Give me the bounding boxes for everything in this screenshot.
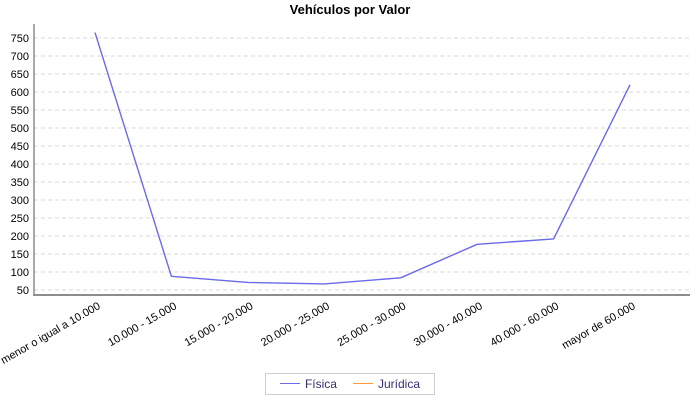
y-tick-label: 400 xyxy=(11,159,29,171)
plot-area: 50 100 150 200 250 300 350 400 450 500 550 600 650 70… xyxy=(0,24,690,367)
y-tick-label: 650 xyxy=(11,69,29,81)
y-tick-label: 250 xyxy=(11,213,29,225)
y-tick-label: 450 xyxy=(11,141,29,153)
legend-label: Física xyxy=(304,376,337,391)
x-tick-label: 30.000 - 40.000 xyxy=(412,300,485,349)
legend-item-juridica: Jurídica xyxy=(352,376,421,391)
legend-swatch-icon xyxy=(279,383,300,384)
y-tick-label: 50 xyxy=(17,285,29,297)
y-tick-label: 300 xyxy=(11,195,29,207)
x-tick-label: menor o igual a 10.000 xyxy=(0,300,102,367)
y-tick-label: 550 xyxy=(11,105,29,117)
y-tick-label: 150 xyxy=(11,249,29,261)
legend-swatch-icon xyxy=(352,383,373,384)
x-tick-label: 40.000 - 60.000 xyxy=(488,300,561,349)
legend-box: Física Jurídica xyxy=(264,372,436,395)
y-tick-label: 500 xyxy=(11,123,29,135)
y-tick-label: 750 xyxy=(11,33,29,45)
x-tick-label: 10.000 - 15.000 xyxy=(106,300,179,349)
chart-title: Vehículos por Valor xyxy=(289,2,411,17)
y-tick-label: 350 xyxy=(11,177,29,189)
y-tick-label: 100 xyxy=(11,267,29,279)
x-tick-label: 25.000 - 30.000 xyxy=(335,300,408,349)
x-tick-label: 20.000 - 25.000 xyxy=(259,300,332,349)
legend-label: Jurídica xyxy=(377,376,421,391)
y-tick-label: 200 xyxy=(11,231,29,243)
legend: Física Jurídica xyxy=(0,371,700,395)
legend-item-fisica: Física xyxy=(279,376,337,391)
x-tick-label: mayor de 60.000 xyxy=(560,300,638,352)
y-tick-label: 600 xyxy=(11,87,29,99)
x-tick-label: 15.000 - 20.000 xyxy=(183,300,256,349)
y-tick-label: 700 xyxy=(11,51,29,63)
series-line-física xyxy=(94,32,631,285)
